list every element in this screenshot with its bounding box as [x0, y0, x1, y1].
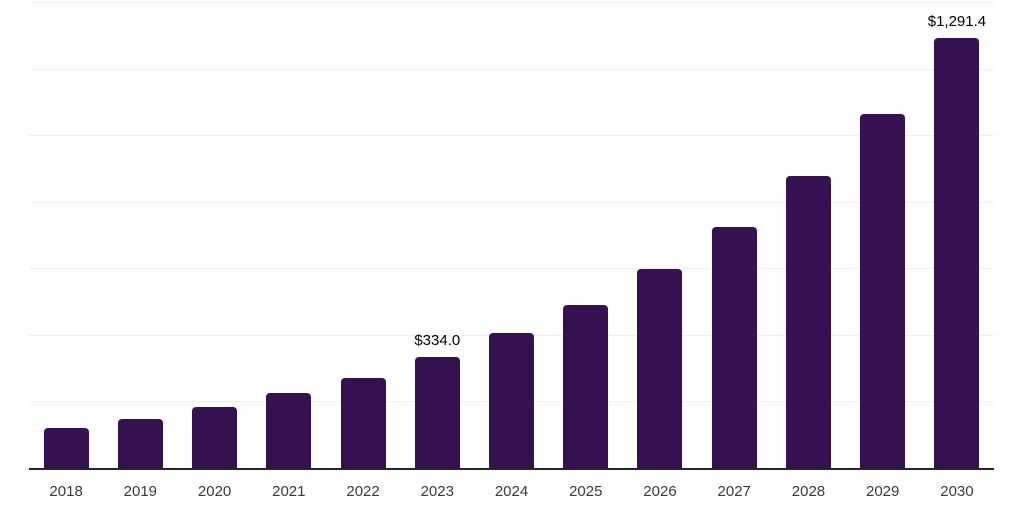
bar-2028: [785, 176, 831, 468]
x-tick-label-2025: 2025: [569, 483, 603, 500]
bars-container: $334.0 $1,291.4: [29, 2, 994, 468]
value-label-2030: $1,291.4: [927, 13, 987, 31]
bar-column-2029: [846, 2, 920, 468]
bar-column-2025: [549, 2, 623, 468]
bar-column-2019: [103, 2, 177, 468]
x-tick-label-2030: 2030: [940, 483, 974, 500]
x-tick-label-2020: 2020: [197, 483, 232, 500]
bar-2023: [414, 356, 460, 468]
bar-column-2024: [474, 2, 548, 468]
x-tick-label-2022: 2022: [346, 483, 380, 500]
x-axis-line: [29, 468, 994, 470]
gridline-600: [29, 268, 994, 270]
bar-2024: [489, 333, 535, 468]
plot-area: $334.0 $1,291.4: [29, 2, 994, 468]
bar-column-2018: [29, 2, 103, 468]
bar-column-2030: $1,291.4: [920, 2, 994, 468]
bar-2029: [860, 114, 906, 468]
x-tick-label-2023: 2023: [420, 483, 454, 500]
bar-2021: [266, 392, 312, 468]
x-tick-label-2029: 2029: [866, 483, 900, 500]
bar-column-2022: [326, 2, 400, 468]
bar-2030: [934, 38, 980, 468]
bar-column-2026: [623, 2, 697, 468]
x-tick-label-2018: 2018: [49, 483, 83, 500]
bar-column-2028: [771, 2, 845, 468]
value-label-2023: $334.0: [414, 331, 461, 349]
bar-2026: [637, 269, 683, 468]
gridline-800: [29, 201, 994, 203]
x-tick-label-2028: 2028: [791, 483, 826, 500]
bar-column-2027: [697, 2, 771, 468]
bar-2025: [563, 304, 609, 468]
x-tick-label-2027: 2027: [717, 483, 751, 500]
x-tick-label-2021: 2021: [272, 483, 306, 500]
bar-column-2020: [177, 2, 251, 468]
x-axis-tick-labels: 2018 2019 2020 2021 2022 2023 2024 2025 2026 2027…: [29, 483, 994, 501]
gridline-1000: [29, 135, 994, 137]
bar-2019: [117, 419, 163, 468]
bar-column-2021: [252, 2, 326, 468]
bar-2022: [340, 378, 386, 468]
x-tick-label-2019: 2019: [123, 483, 158, 500]
bar-column-2023: $334.0: [400, 2, 474, 468]
gridline-1200: [29, 68, 994, 70]
bar-2018: [43, 428, 89, 468]
x-tick-label-2026: 2026: [643, 483, 677, 500]
gridline-1400: [29, 2, 994, 3]
bar-2027: [711, 227, 757, 468]
bar-2020: [192, 407, 238, 468]
x-tick-label-2024: 2024: [494, 483, 529, 500]
